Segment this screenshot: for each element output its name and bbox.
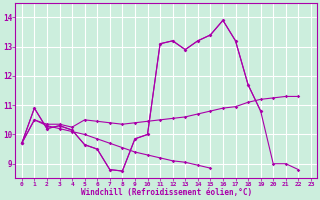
X-axis label: Windchill (Refroidissement éolien,°C): Windchill (Refroidissement éolien,°C) [81, 188, 252, 197]
